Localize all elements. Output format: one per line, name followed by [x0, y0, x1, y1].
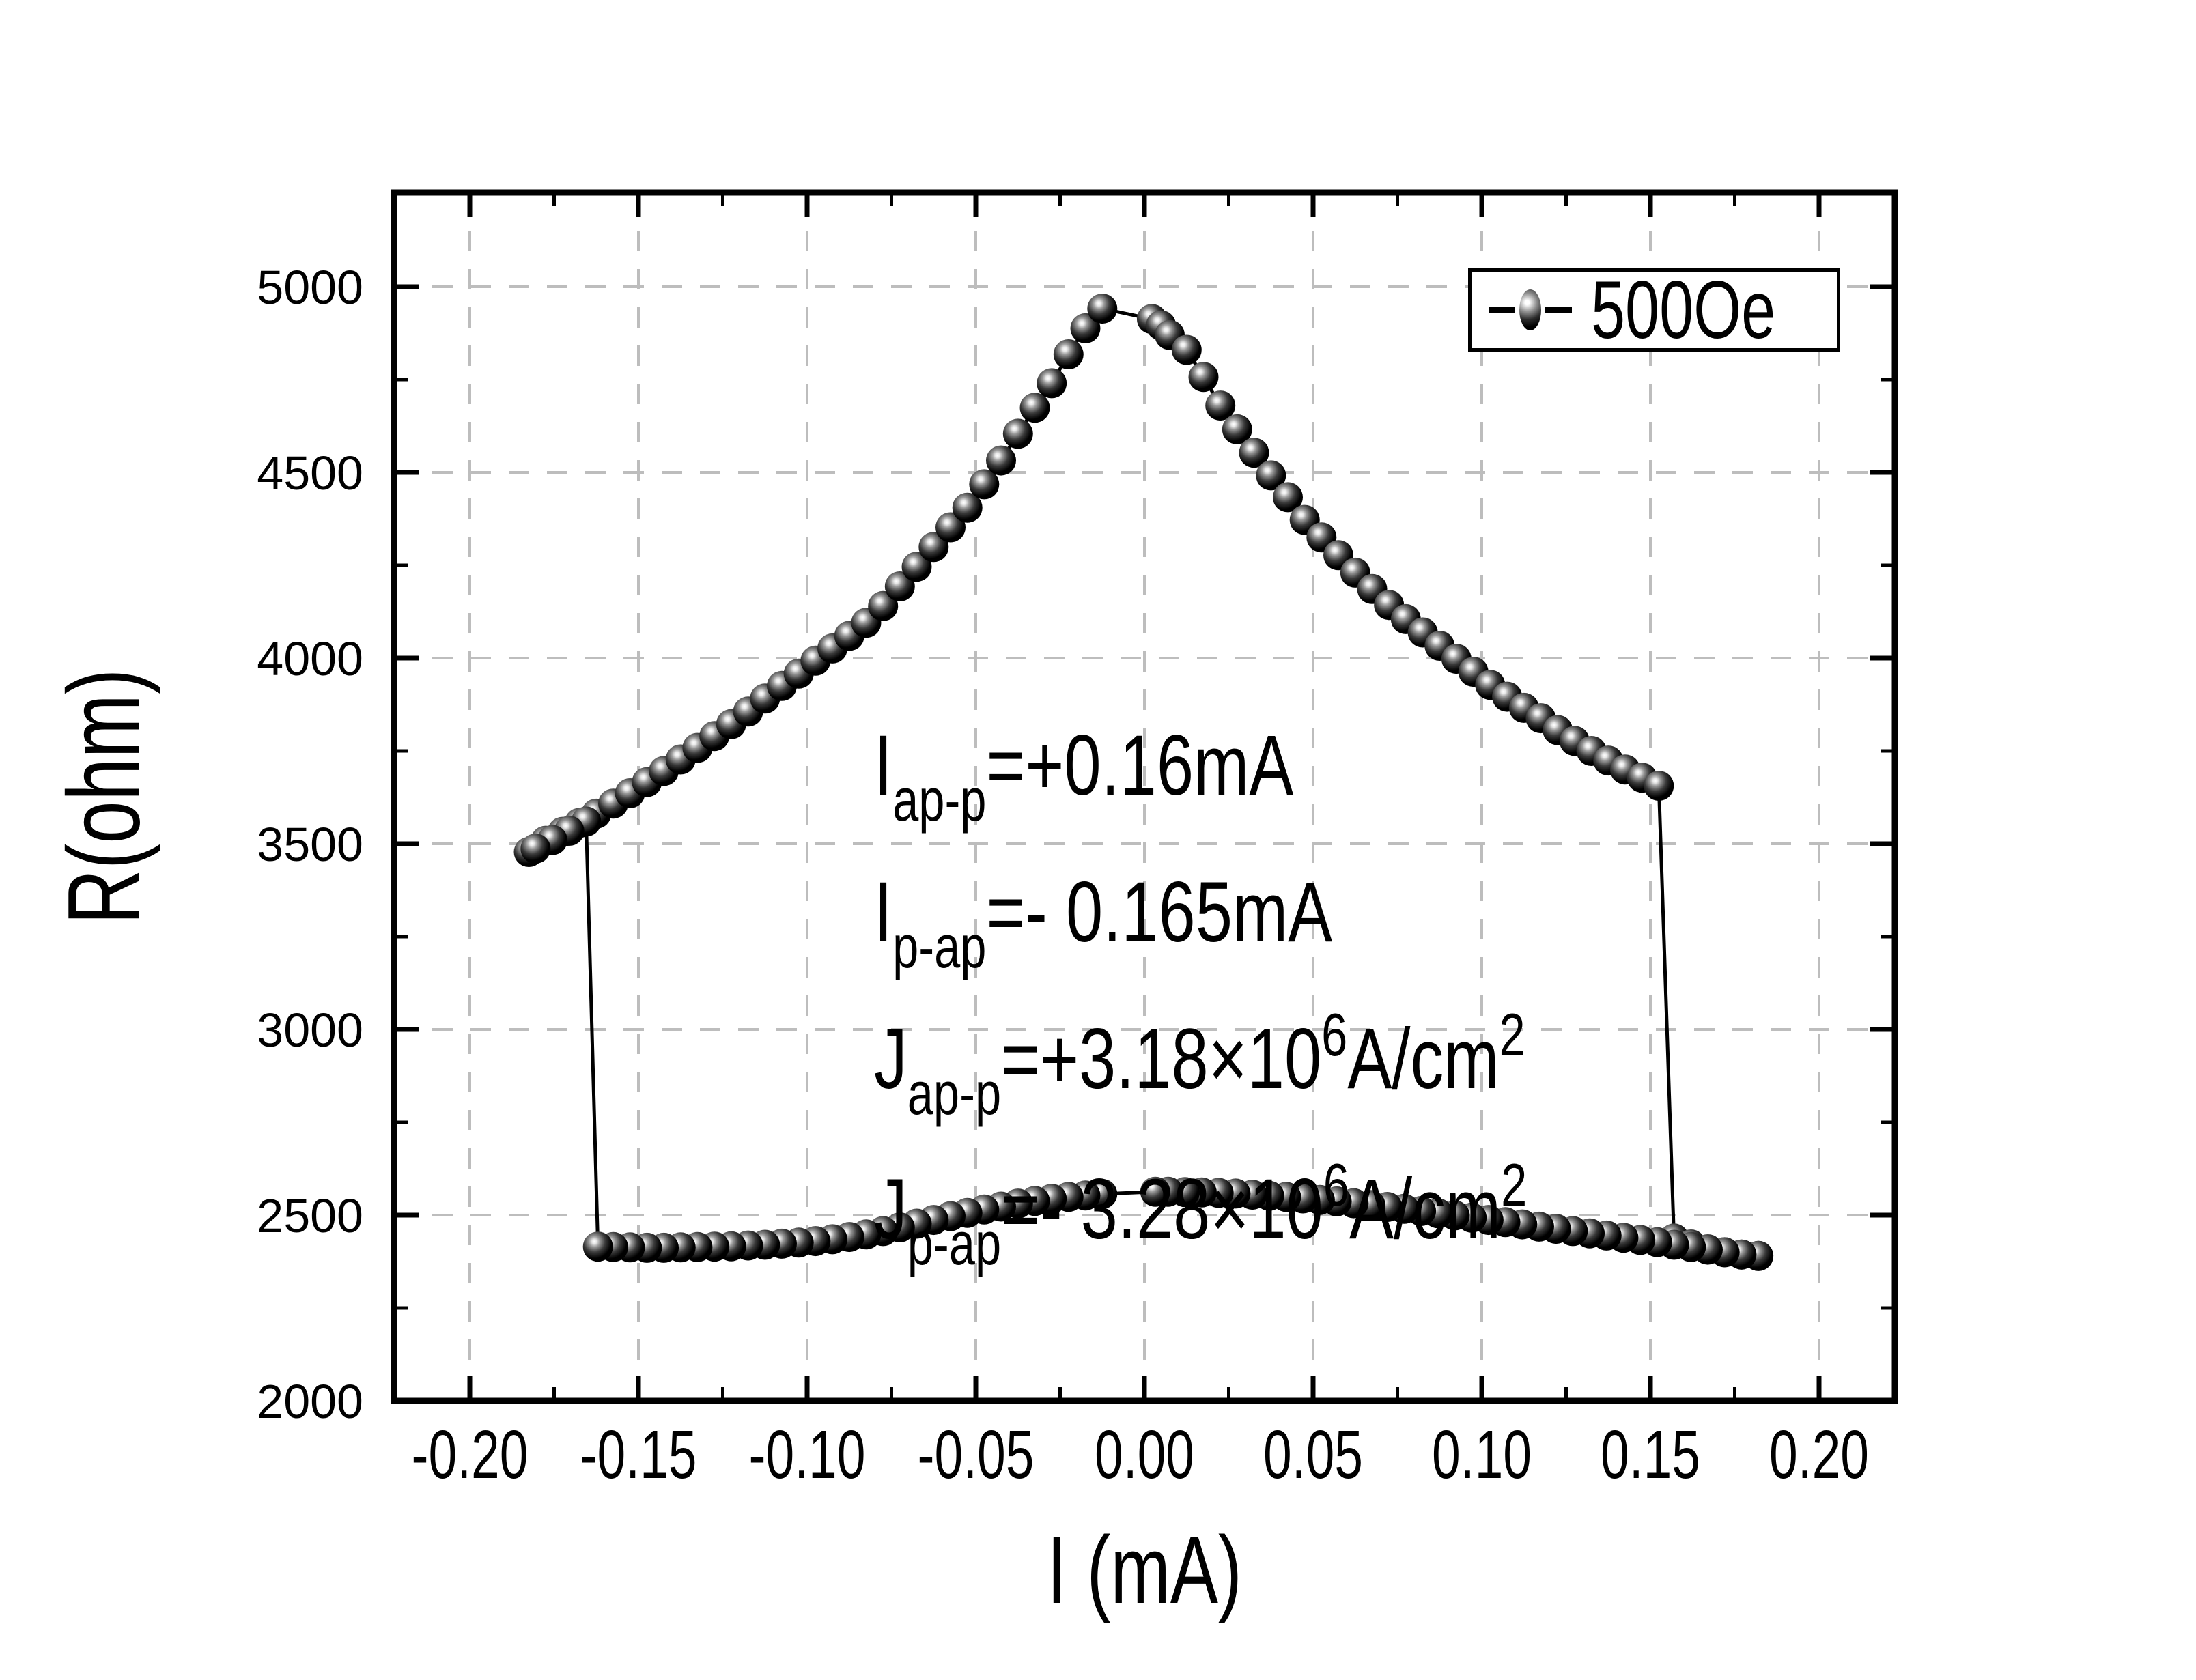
x-tick-label: -0.15 — [580, 1416, 697, 1492]
y-tick-label: 4500 — [257, 446, 363, 500]
annotation-subscript: p-ap — [907, 1210, 1002, 1277]
annotation-superscript: 6 — [1321, 1001, 1348, 1068]
y-axis-title: R(ohm) — [46, 668, 161, 925]
x-tick-label: -0.05 — [918, 1416, 1034, 1492]
x-tick-label: 0.15 — [1601, 1416, 1700, 1492]
data-point-marker — [1273, 482, 1303, 513]
data-point-marker — [1140, 1176, 1170, 1207]
annotation-text: J — [874, 1012, 907, 1107]
data-point-marker — [884, 571, 915, 601]
data-point-marker — [969, 469, 1000, 500]
data-point-marker — [520, 834, 551, 864]
annotation-text: A/cm — [1349, 1162, 1502, 1257]
annotation-subscript: ap-p — [892, 766, 987, 834]
data-series — [513, 294, 1774, 1271]
x-tick-label: -0.20 — [412, 1416, 529, 1492]
annotation-line-4: Jp-ap=- 3.28×106A/cm2 — [874, 1151, 1527, 1277]
annotation-text: J — [874, 1162, 907, 1257]
data-point-marker — [1171, 334, 1202, 365]
annotation-superscript: 6 — [1323, 1151, 1349, 1219]
annotation-line-2: Ip-ap=- 0.165mA — [874, 864, 1333, 980]
x-tick-label: 0.10 — [1432, 1416, 1532, 1492]
x-tick-label: -0.10 — [749, 1416, 866, 1492]
data-point-marker — [1256, 460, 1286, 491]
y-tick-label: 4000 — [257, 632, 363, 685]
data-point-marker — [1222, 414, 1252, 444]
y-tick-label: 3500 — [257, 818, 363, 871]
data-point-marker — [918, 532, 949, 563]
data-point-marker — [1053, 339, 1084, 369]
series-markers-1 — [520, 806, 1774, 1271]
y-tick-label: 2500 — [257, 1189, 363, 1242]
y-tick-label: 3000 — [257, 1003, 363, 1057]
annotation-subscript: p-ap — [892, 913, 987, 980]
legend: 500Oe — [1468, 264, 1840, 356]
annotation-text: =+0.16mA — [986, 718, 1294, 813]
data-point-marker — [901, 552, 932, 582]
annotation-subscript: ap-p — [907, 1059, 1002, 1127]
annotation-text: I — [874, 865, 893, 960]
annotation-superscript: 2 — [1499, 1001, 1525, 1068]
data-point-marker — [986, 445, 1016, 476]
data-point-marker — [1239, 438, 1269, 468]
annotation-line-1: Iap-p=+0.16mA — [874, 717, 1294, 834]
annotation-text: I — [874, 718, 893, 813]
x-axis-title: I (mA) — [1047, 1516, 1242, 1623]
legend-sphere-marker-icon — [1519, 289, 1542, 330]
annotation-text: A/cm — [1347, 1012, 1500, 1107]
legend-label: 500Oe — [1590, 264, 1775, 356]
y-tick-label: 5000 — [257, 261, 363, 314]
annotation-text: =- 3.28×10 — [1001, 1162, 1323, 1257]
data-point-marker — [1070, 313, 1101, 343]
tick-labels: 2000 2500 3000 3500 4000 4500 5000 -0.20 -0.15 -0… — [257, 261, 1869, 1492]
annotation-line-3: Jap-p=+3.18×106A/cm2 — [874, 1001, 1525, 1127]
y-tick-label: 2000 — [257, 1375, 363, 1428]
annotation-text: =- 0.165mA — [986, 865, 1333, 960]
data-point-marker — [1644, 771, 1674, 801]
data-point-marker — [868, 590, 899, 621]
data-point-marker — [1037, 368, 1067, 399]
annotation-superscript: 2 — [1501, 1151, 1528, 1219]
legend-line-right-icon — [1545, 307, 1572, 313]
data-point-marker — [1188, 362, 1219, 393]
data-point-marker — [952, 492, 983, 523]
data-point-marker — [1019, 393, 1050, 423]
data-point-marker — [1205, 390, 1236, 421]
annotation-text: =+3.18×10 — [1001, 1012, 1322, 1107]
x-tick-label: 0.00 — [1095, 1416, 1194, 1492]
data-point-marker — [935, 512, 966, 543]
data-point-marker — [1087, 294, 1118, 324]
axis-ticks — [394, 192, 1895, 1404]
data-point-marker — [582, 1231, 613, 1262]
x-tick-label: 0.20 — [1769, 1416, 1869, 1492]
x-tick-label: 0.05 — [1263, 1416, 1363, 1492]
data-point-marker — [1002, 418, 1033, 449]
legend-line-left-icon — [1489, 307, 1516, 313]
